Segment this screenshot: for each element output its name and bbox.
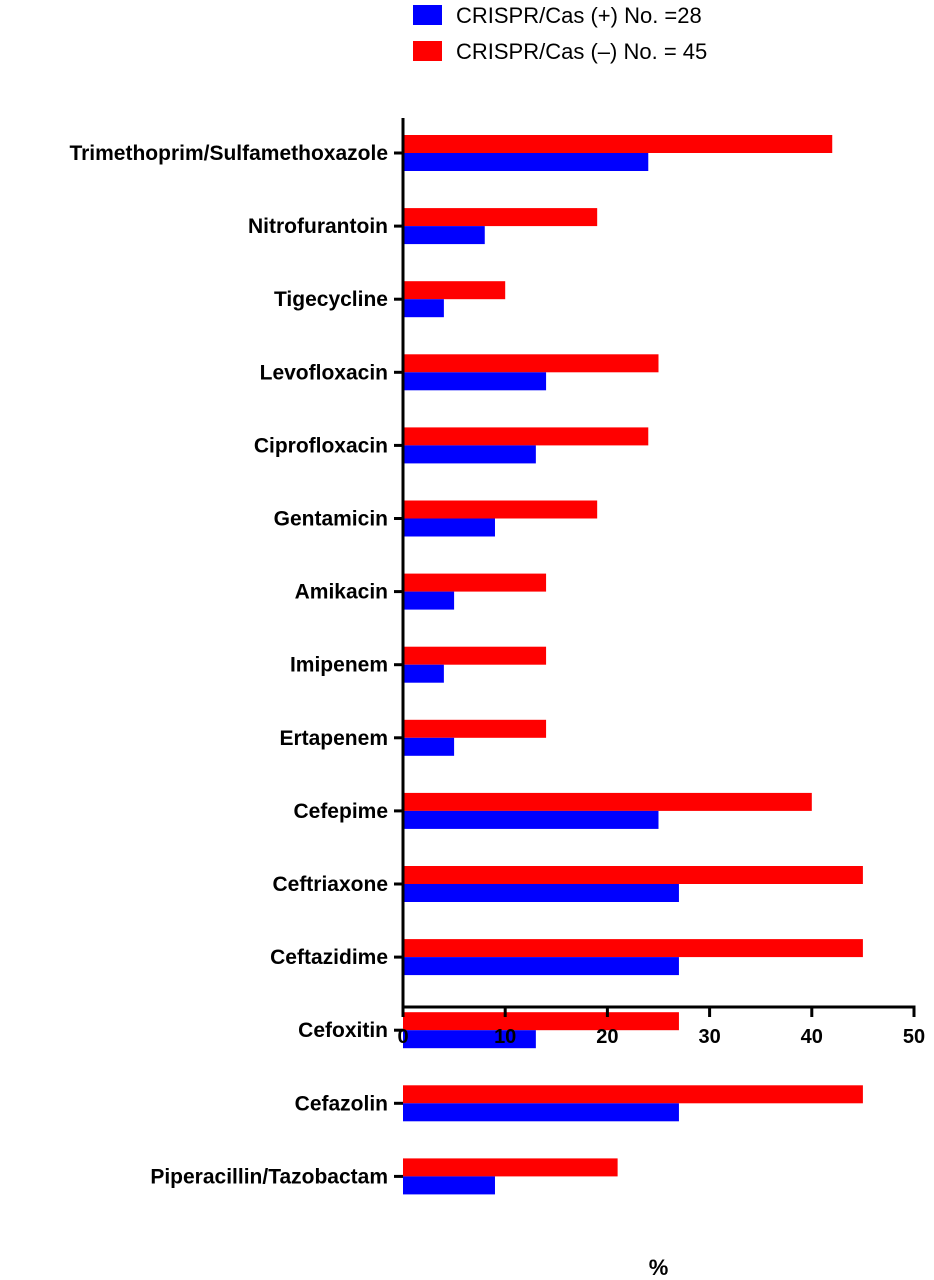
- bars-group: [403, 135, 863, 1195]
- category-labels: Trimethoprim/Sulfamethoxazole Nitrofurant…: [69, 142, 388, 1188]
- bar-crispr-positive-amikacin: [403, 591, 455, 610]
- category-label-cefoxitin: Cefoxitin: [298, 1019, 388, 1042]
- x-tick-label-10: 10: [494, 1026, 516, 1048]
- bar-crispr-positive-tigecycline: [403, 299, 444, 318]
- category-label-ceftriaxone: Ceftriaxone: [272, 873, 388, 896]
- category-label-cefepime: Cefepime: [293, 800, 388, 823]
- bar-crispr-negative-levofloxacin: [403, 354, 659, 373]
- bar-crispr-negative-nitrofurantoin: [403, 208, 598, 227]
- category-label-trimethoprim-sulfamethoxazole: Trimethoprim/Sulfamethoxazole: [69, 142, 388, 165]
- category-label-ertapenem: Ertapenem: [279, 727, 388, 750]
- bar-crispr-negative-ceftriaxone: [403, 866, 863, 884]
- legend-swatch-crispr-positive: [413, 5, 442, 25]
- category-label-gentamicin: Gentamicin: [274, 508, 388, 531]
- x-tick-label-50: 50: [903, 1026, 925, 1048]
- bar-crispr-negative-cefazolin: [403, 1085, 863, 1104]
- bar-crispr-positive-ceftazidime: [403, 957, 679, 976]
- bar-crispr-negative-trimethoprim-sulfamethoxazole: [403, 135, 833, 153]
- x-tick-label-20: 20: [596, 1026, 618, 1048]
- bar-crispr-negative-ceftazidime: [403, 939, 863, 958]
- bar-crispr-positive-cefoxitin: [403, 1030, 536, 1049]
- bar-crispr-positive-imipenem: [403, 664, 444, 683]
- category-label-tigecycline: Tigecycline: [274, 288, 388, 311]
- legend-label-crispr-negative: CRISPR/Cas (–) No. = 45: [456, 39, 707, 64]
- x-axis-title: %: [649, 1255, 669, 1280]
- bar-crispr-negative-piperacillin-tazobactam: [403, 1158, 618, 1177]
- axes: 0 10 20 30 40 50: [394, 118, 925, 1178]
- bar-crispr-positive-cefazolin: [403, 1103, 679, 1122]
- bar-crispr-negative-cefoxitin: [403, 1012, 679, 1031]
- bar-crispr-negative-ciprofloxacin: [403, 427, 649, 446]
- bar-crispr-negative-cefepime: [403, 792, 812, 811]
- bar-crispr-negative-imipenem: [403, 646, 547, 665]
- bar-crispr-negative-gentamicin: [403, 500, 598, 519]
- bar-crispr-negative-amikacin: [403, 573, 547, 592]
- category-label-ceftazidime: Ceftazidime: [270, 946, 388, 969]
- category-label-levofloxacin: Levofloxacin: [260, 361, 388, 384]
- bar-crispr-positive-cefepime: [403, 810, 659, 829]
- legend-swatch-crispr-negative: [413, 41, 442, 61]
- bar-crispr-positive-ertapenem: [403, 737, 455, 756]
- category-label-imipenem: Imipenem: [290, 654, 388, 677]
- bar-crispr-negative-ertapenem: [403, 719, 547, 738]
- bar-crispr-positive-ciprofloxacin: [403, 445, 536, 464]
- bar-crispr-positive-levofloxacin: [403, 372, 547, 391]
- legend-label-crispr-positive: CRISPR/Cas (+) No. =28: [456, 3, 702, 28]
- category-label-ciprofloxacin: Ciprofloxacin: [254, 434, 388, 457]
- bar-crispr-positive-gentamicin: [403, 518, 495, 537]
- legend: CRISPR/Cas (+) No. =28 CRISPR/Cas (–) No.…: [413, 3, 707, 64]
- bar-crispr-positive-nitrofurantoin: [403, 226, 485, 245]
- x-tick-label-30: 30: [698, 1026, 720, 1048]
- x-tick-label-40: 40: [801, 1026, 823, 1048]
- category-label-piperacillin-tazobactam: Piperacillin/Tazobactam: [150, 1165, 388, 1188]
- x-tick-label-0: 0: [397, 1026, 408, 1048]
- bar-crispr-positive-trimethoprim-sulfamethoxazole: [403, 153, 649, 171]
- category-label-amikacin: Amikacin: [295, 581, 388, 604]
- bar-crispr-positive-piperacillin-tazobactam: [403, 1176, 495, 1195]
- category-label-cefazolin: Cefazolin: [295, 1092, 388, 1115]
- bar-crispr-negative-tigecycline: [403, 281, 506, 300]
- bar-crispr-positive-ceftriaxone: [403, 884, 679, 902]
- category-label-nitrofurantoin: Nitrofurantoin: [248, 215, 388, 238]
